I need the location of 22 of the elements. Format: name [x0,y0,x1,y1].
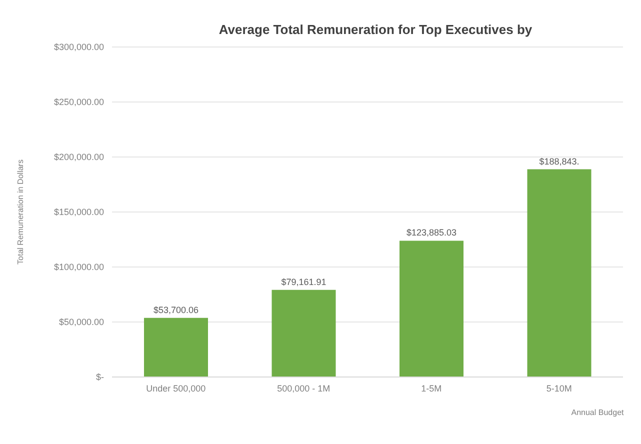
y-tick-label: $250,000.00 [54,97,104,108]
y-tick-label: $150,000.00 [54,207,104,218]
data-label: $123,885.03 [406,228,457,238]
data-label: $53,700.06 [153,304,199,315]
y-axis-title: Total Remuneration in Dollars [16,160,25,264]
chart-title: Average Total Remuneration for Top Executives by [218,21,534,37]
bar [527,169,592,377]
y-tick-label: $100,000.00 [54,262,104,272]
data-label: $79,161.91 [281,276,326,287]
x-axis-title: Annual Budget [571,408,625,417]
bar [144,318,208,377]
y-tick-label: $50,000.00 [58,317,104,328]
x-tick-label: 500,000 - 1M [277,383,330,394]
x-tick-label: 5-10M [546,383,572,394]
y-tick-label: $200,000.00 [54,152,104,162]
x-tick-label: Under 500,000 [146,383,206,394]
bar [272,290,336,377]
data-label: $188,843. [539,156,580,166]
x-tick-label: 1-5M [421,383,442,394]
y-tick-label: $- [96,372,104,382]
y-tick-label: $300,000.00 [54,42,104,52]
bar [400,240,464,377]
